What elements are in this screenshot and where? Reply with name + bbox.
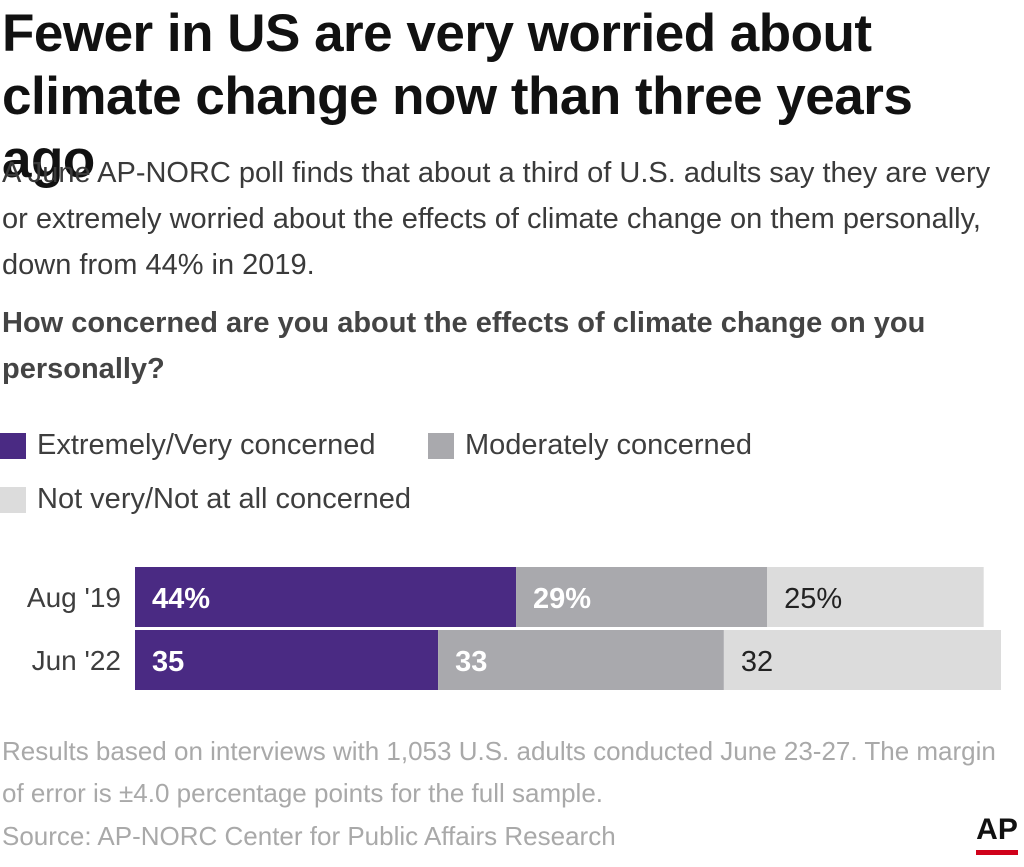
legend-label-not-very: Not very/Not at all concerned bbox=[37, 483, 411, 515]
bar-jun-22-extremely-very-concerned bbox=[135, 630, 439, 690]
ap-logo: AP bbox=[976, 813, 1018, 846]
bar-aug-19-extremely-very-concerned bbox=[135, 567, 517, 627]
legend-swatch-moderately bbox=[428, 433, 454, 459]
bar-aug-19-not-very-not-at-all-concerned bbox=[767, 567, 984, 627]
legend: Extremely/Very concerned Moderately conc… bbox=[0, 425, 1024, 525]
category-label-aug-19: Aug '19 bbox=[27, 582, 121, 613]
stacked-bar-chart: Aug '19 44% 29% 25% Jun '22 35 33 32 bbox=[27, 567, 1001, 690]
category-label-jun-22: Jun '22 bbox=[32, 645, 121, 676]
ap-logo-underline bbox=[976, 850, 1018, 855]
survey-question: How concerned are you about the effects … bbox=[2, 307, 926, 385]
legend-swatch-not-very bbox=[0, 487, 26, 513]
data-label-aug-19-extremely-very-concerned: 44% bbox=[152, 583, 210, 615]
data-label-jun-22-not-very-not-at-all-concerned: 32 bbox=[741, 646, 773, 678]
legend-swatch-extremely-very bbox=[0, 433, 26, 459]
bar-jun-22-not-very-not-at-all-concerned bbox=[723, 630, 1001, 690]
footnote: Results based on interviews with 1,053 U… bbox=[2, 736, 996, 808]
data-label-jun-22-moderately-concerned: 33 bbox=[455, 646, 487, 678]
data-label-aug-19-not-very-not-at-all-concerned: 25% bbox=[784, 583, 842, 615]
source-note: Source: AP-NORC Center for Public Affair… bbox=[2, 821, 616, 851]
data-label-aug-19-moderately-concerned: 29% bbox=[533, 583, 591, 615]
bar-jun-22-moderately-concerned bbox=[438, 630, 724, 690]
legend-label-moderately: Moderately concerned bbox=[465, 429, 752, 461]
chart-title: Fewer in US are very worried about clima… bbox=[2, 4, 913, 189]
chart-subtitle: A June AP-NORC poll finds that about a t… bbox=[2, 157, 991, 281]
legend-label-extremely-very: Extremely/Very concerned bbox=[37, 429, 376, 461]
bar-aug-19-moderately-concerned bbox=[516, 567, 768, 627]
data-label-jun-22-extremely-very-concerned: 35 bbox=[152, 646, 184, 678]
